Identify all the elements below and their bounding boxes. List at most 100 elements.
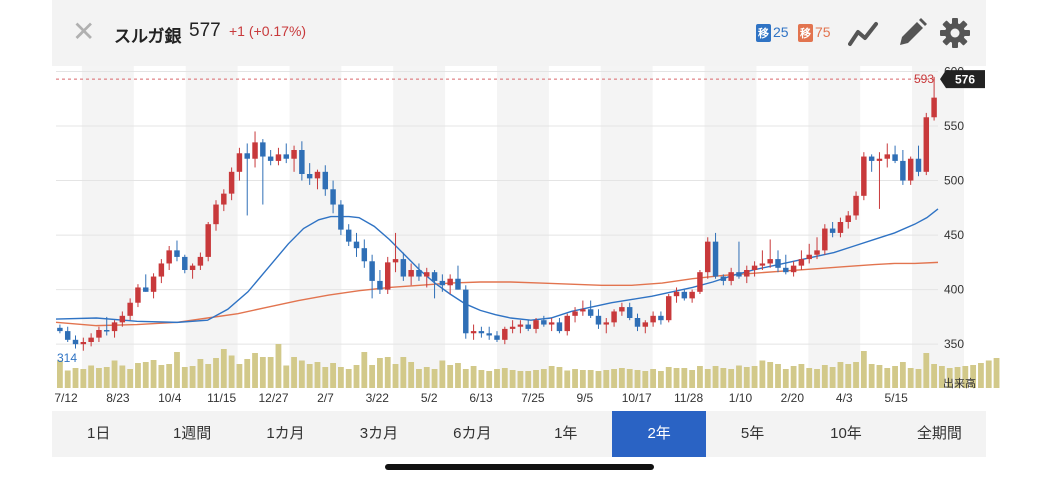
volume-bar bbox=[353, 365, 360, 388]
candle-body bbox=[416, 270, 422, 277]
candle-body bbox=[470, 331, 477, 334]
candle-body bbox=[876, 158, 883, 161]
volume-bar bbox=[306, 364, 313, 388]
volume-bar bbox=[853, 362, 859, 388]
tab-2[interactable]: 1カ月 bbox=[266, 425, 305, 442]
y-tick-label: 400 bbox=[944, 283, 964, 297]
volume-bar bbox=[665, 367, 672, 388]
volume-bar bbox=[579, 370, 586, 388]
volume-bar bbox=[650, 369, 657, 388]
pencil-icon[interactable] bbox=[895, 16, 929, 50]
volume-bar bbox=[681, 368, 688, 388]
x-tick-label: 10/4 bbox=[158, 391, 182, 405]
candle-body bbox=[923, 117, 930, 172]
trend-line-icon[interactable] bbox=[848, 16, 882, 50]
candle-body bbox=[314, 171, 321, 179]
candle-body bbox=[96, 330, 102, 338]
volume-bar bbox=[158, 365, 165, 388]
volume-bar bbox=[798, 364, 805, 388]
candle-body bbox=[884, 154, 890, 159]
tab-1[interactable]: 1週間 bbox=[172, 425, 212, 442]
volume-bar bbox=[408, 362, 415, 388]
volume-bar bbox=[634, 370, 641, 388]
candle-body bbox=[556, 322, 563, 332]
candle-body bbox=[517, 324, 524, 327]
volume-bar bbox=[814, 369, 820, 388]
candle-body bbox=[221, 193, 227, 205]
candle-body bbox=[587, 309, 594, 316]
stock-name: スルガ銀 bbox=[114, 27, 182, 46]
candle-body bbox=[377, 280, 383, 290]
candle-body bbox=[775, 259, 781, 268]
volume-bar bbox=[736, 365, 742, 388]
candle-body bbox=[603, 322, 610, 325]
candle-body bbox=[705, 241, 711, 273]
candle-body bbox=[72, 339, 79, 345]
volume-bar bbox=[751, 366, 758, 388]
candlestick-chart[interactable]: 600550500450400350593576314出来高7/128/2310… bbox=[0, 66, 1039, 411]
x-tick-label: 10/17 bbox=[622, 391, 652, 405]
volume-bar bbox=[946, 368, 953, 388]
tab-6[interactable]: 2年 bbox=[612, 411, 706, 457]
tab-9[interactable]: 全期間 bbox=[916, 425, 962, 442]
volume-bar bbox=[993, 358, 1000, 388]
volume-bar bbox=[400, 357, 407, 388]
volume-bar bbox=[923, 353, 930, 388]
volume-bar bbox=[564, 370, 571, 388]
ma25-toggle[interactable]: 移 25 bbox=[756, 24, 789, 42]
ma75-toggle[interactable]: 移 75 bbox=[798, 24, 831, 42]
candle-body bbox=[353, 241, 360, 249]
volume-bar bbox=[978, 363, 984, 388]
candle-body bbox=[330, 189, 336, 205]
volume-bar bbox=[111, 360, 118, 388]
y-tick-label: 450 bbox=[944, 228, 964, 242]
volume-bar bbox=[337, 367, 344, 388]
gear-icon[interactable] bbox=[938, 16, 972, 50]
candle-body bbox=[853, 195, 859, 216]
volume-bar bbox=[392, 364, 399, 388]
volume-bar bbox=[673, 368, 680, 388]
volume-bar bbox=[283, 365, 290, 388]
chart-stripe bbox=[289, 66, 342, 388]
candle-body bbox=[572, 311, 578, 316]
tab-4[interactable]: 6カ月 bbox=[453, 425, 492, 442]
candle-body bbox=[150, 276, 157, 292]
candle-body bbox=[494, 335, 500, 340]
volume-bar bbox=[220, 349, 227, 388]
chart-stripe bbox=[600, 66, 653, 388]
candle-body bbox=[892, 154, 898, 161]
volume-bar bbox=[439, 360, 446, 388]
volume-bar bbox=[767, 362, 774, 388]
volume-bar bbox=[845, 364, 852, 388]
candle-body bbox=[299, 150, 305, 174]
tab-7[interactable]: 5年 bbox=[740, 425, 765, 442]
candle-body bbox=[236, 153, 243, 172]
volume-bar bbox=[704, 369, 711, 388]
volume-bar bbox=[166, 364, 173, 388]
price-change: +1 (+0.17%) bbox=[229, 23, 307, 39]
volume-bar bbox=[587, 370, 594, 388]
home-indicator[interactable] bbox=[385, 464, 654, 470]
volume-bar bbox=[345, 369, 352, 388]
volume-bar bbox=[501, 368, 508, 388]
volume-label: 出来高 bbox=[943, 376, 976, 390]
close-icon[interactable]: ✕ bbox=[72, 16, 96, 47]
candle-body bbox=[509, 326, 516, 329]
volume-bar bbox=[985, 360, 992, 388]
volume-bar bbox=[486, 371, 493, 388]
volume-bar bbox=[712, 366, 719, 388]
tab-8[interactable]: 10年 bbox=[830, 425, 862, 442]
candle-body bbox=[502, 328, 508, 340]
tab-5[interactable]: 1年 bbox=[554, 425, 578, 442]
candle-body bbox=[127, 302, 133, 316]
tab-0[interactable]: 1日 bbox=[87, 425, 111, 442]
candle-body bbox=[525, 324, 531, 329]
volume-bar bbox=[720, 368, 727, 388]
volume-bar bbox=[423, 367, 430, 388]
candle-body bbox=[244, 153, 250, 159]
tab-3[interactable]: 3カ月 bbox=[359, 425, 399, 442]
candle-body bbox=[767, 259, 773, 264]
volume-bar bbox=[899, 362, 906, 388]
volume-bar bbox=[470, 366, 477, 388]
candle-body bbox=[267, 156, 274, 161]
